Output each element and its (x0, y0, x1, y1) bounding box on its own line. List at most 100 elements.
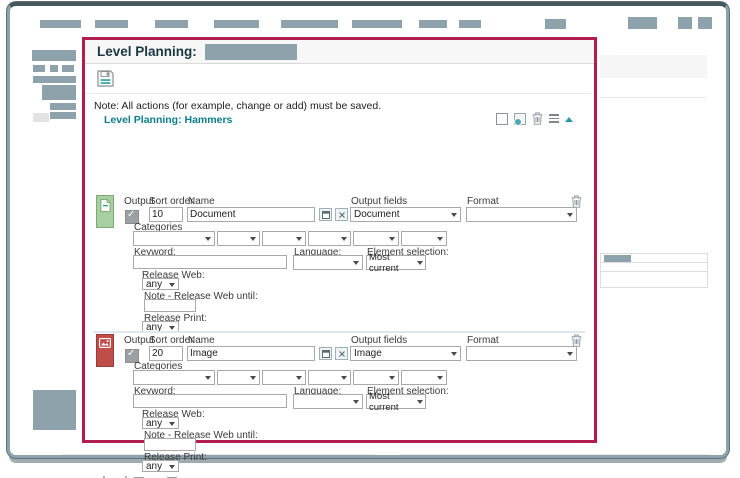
background-table-row (600, 271, 708, 288)
section-toolbar (496, 112, 573, 126)
category-select-4[interactable] (308, 231, 351, 246)
category-select-3[interactable] (262, 370, 306, 385)
chevron-down-icon (417, 400, 423, 407)
output-fields-label: Output fields (351, 196, 408, 207)
output-fields-select[interactable]: Document (350, 207, 461, 222)
release-web-label: Release Web: (142, 270, 205, 281)
select-square-icon[interactable] (496, 112, 508, 125)
output-fields-select[interactable]: Image (350, 346, 461, 361)
release-print-label: Release Print: (144, 452, 207, 463)
output-label: Output (124, 335, 155, 346)
release-web-select[interactable]: any (142, 417, 179, 429)
category-select-2[interactable] (217, 231, 260, 246)
language-label: Language: (294, 247, 342, 258)
level-planning-hammers-link[interactable]: Level Planning: Hammers (104, 114, 233, 126)
element-selection-select[interactable]: Most current (366, 391, 426, 413)
element-selection-label: Element selection: (367, 386, 449, 397)
image-glyph-icon (99, 338, 111, 348)
redacted-block (155, 20, 188, 28)
category-select-1[interactable] (133, 231, 215, 246)
note-release-web-label: Note - Release Web until: (144, 430, 258, 441)
note-release-web-input[interactable] (144, 438, 196, 451)
delete-all-button[interactable] (532, 112, 543, 125)
name-input[interactable] (187, 346, 315, 361)
category-select-3[interactable] (262, 231, 306, 246)
output-label: Output (124, 196, 155, 207)
language-select[interactable] (293, 255, 363, 270)
name-clear-button[interactable] (335, 208, 348, 221)
chevron-down-icon (341, 376, 347, 383)
category-select-5[interactable] (353, 231, 399, 246)
element-selection-value: Most current (369, 251, 399, 274)
name-input[interactable] (187, 207, 315, 222)
chevron-down-icon (205, 376, 211, 383)
category-select-6[interactable] (401, 231, 447, 246)
entry-section-document: Output Sort order Name Output fields For… (85, 195, 594, 333)
dialog-header: Level Planning: (85, 40, 594, 64)
category-select-4[interactable] (308, 370, 351, 385)
image-type-icon (96, 334, 114, 367)
release-print-select[interactable]: any (142, 460, 179, 472)
category-select-6[interactable] (401, 370, 447, 385)
element-selection-select[interactable]: Most current (366, 252, 426, 274)
chevron-down-icon (250, 237, 256, 244)
language-label: Language: (294, 386, 342, 397)
output-checkbox[interactable] (125, 348, 139, 363)
category-select-2[interactable] (217, 370, 260, 385)
format-select[interactable] (466, 346, 577, 361)
chevron-down-icon (451, 352, 457, 359)
release-print-select[interactable]: any (142, 321, 179, 333)
background-divider (400, 454, 710, 455)
category-select-5[interactable] (353, 370, 399, 385)
keyword-label: Keyword: (134, 386, 176, 397)
dialog-title: Level Planning: (97, 44, 197, 59)
form-icon (321, 349, 330, 358)
redacted-block (352, 20, 402, 28)
chevron-down-icon (567, 213, 573, 220)
sort-order-input[interactable] (149, 207, 183, 222)
language-select[interactable] (293, 394, 363, 409)
trash-icon (532, 112, 543, 125)
name-lookup-button[interactable] (319, 347, 332, 360)
name-clear-button[interactable] (335, 347, 348, 360)
background-divider (600, 97, 707, 98)
dialog-toolbar (85, 64, 594, 94)
sort-order-input[interactable] (149, 346, 183, 361)
background-divider (62, 454, 375, 455)
categories-label: Categories (134, 361, 183, 372)
chevron-down-icon (389, 376, 395, 383)
chevron-down-icon (437, 376, 443, 383)
document-type-icon (96, 195, 114, 228)
chevron-down-icon (250, 376, 256, 383)
keyword-input[interactable] (133, 255, 287, 269)
status-square-icon[interactable] (514, 112, 526, 126)
chevron-down-icon (169, 421, 175, 429)
keyword-input[interactable] (133, 394, 287, 408)
redacted-block (33, 390, 76, 430)
teal-badge-icon (514, 117, 522, 126)
collapse-up-icon[interactable] (565, 113, 573, 122)
redacted-block (32, 50, 76, 61)
note-release-web-label: Note - Release Web until: (144, 291, 258, 302)
redacted-block (628, 17, 657, 29)
note-release-web-input[interactable] (144, 299, 196, 312)
format-select[interactable] (466, 207, 577, 222)
save-button[interactable] (96, 70, 114, 88)
form-icon (321, 210, 330, 219)
release-web-select[interactable]: any (142, 278, 179, 290)
category-select-1[interactable] (133, 370, 215, 385)
redacted-block (545, 19, 566, 29)
chevron-down-icon (296, 237, 302, 244)
output-fields-value: Document (354, 209, 400, 220)
release-print-label: Release Print: (144, 313, 207, 324)
chevron-down-icon (451, 213, 457, 220)
output-fields-value: Image (354, 348, 382, 359)
chevron-down-icon (389, 237, 395, 244)
output-checkbox[interactable] (125, 209, 139, 224)
menu-icon[interactable] (549, 114, 559, 123)
name-lookup-button[interactable] (319, 208, 332, 221)
redacted-block (50, 65, 58, 72)
format-label: Format (467, 335, 499, 346)
chevron-down-icon (353, 400, 359, 407)
